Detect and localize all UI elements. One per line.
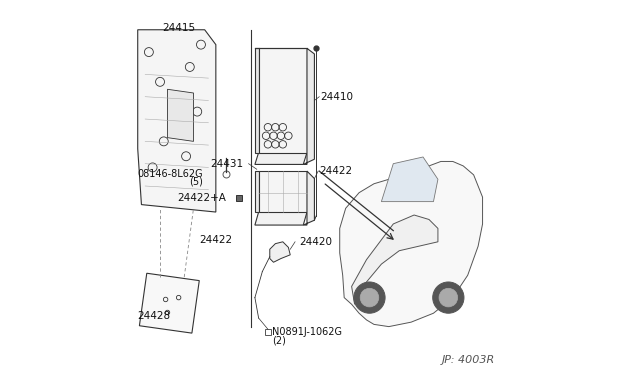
- Circle shape: [439, 288, 458, 307]
- Text: 24415: 24415: [162, 23, 195, 33]
- Text: 24431: 24431: [211, 159, 244, 169]
- Text: N0891J-1062G: N0891J-1062G: [273, 327, 342, 337]
- Polygon shape: [255, 212, 307, 225]
- Polygon shape: [259, 171, 307, 212]
- Polygon shape: [351, 215, 438, 304]
- Text: 24422: 24422: [200, 235, 232, 245]
- Text: 24410: 24410: [320, 92, 353, 102]
- Polygon shape: [255, 153, 307, 164]
- Polygon shape: [340, 161, 483, 327]
- Text: 24422+A: 24422+A: [177, 193, 227, 203]
- Polygon shape: [303, 48, 314, 164]
- Text: (5): (5): [189, 176, 203, 186]
- Circle shape: [433, 282, 464, 313]
- Text: 24428: 24428: [138, 311, 171, 321]
- Polygon shape: [255, 171, 259, 212]
- Text: (2): (2): [273, 336, 286, 345]
- Circle shape: [354, 282, 385, 313]
- Polygon shape: [138, 30, 216, 212]
- Circle shape: [360, 288, 379, 307]
- Polygon shape: [303, 171, 314, 225]
- Polygon shape: [381, 157, 438, 202]
- Text: 08146-8L62G: 08146-8L62G: [138, 169, 203, 179]
- Text: 24420: 24420: [300, 237, 333, 247]
- Polygon shape: [255, 48, 259, 153]
- Polygon shape: [270, 242, 291, 262]
- Polygon shape: [259, 48, 307, 153]
- Polygon shape: [140, 273, 199, 333]
- Polygon shape: [168, 89, 193, 141]
- Text: 24422: 24422: [319, 166, 353, 176]
- Text: JP: 4003R: JP: 4003R: [442, 355, 495, 365]
